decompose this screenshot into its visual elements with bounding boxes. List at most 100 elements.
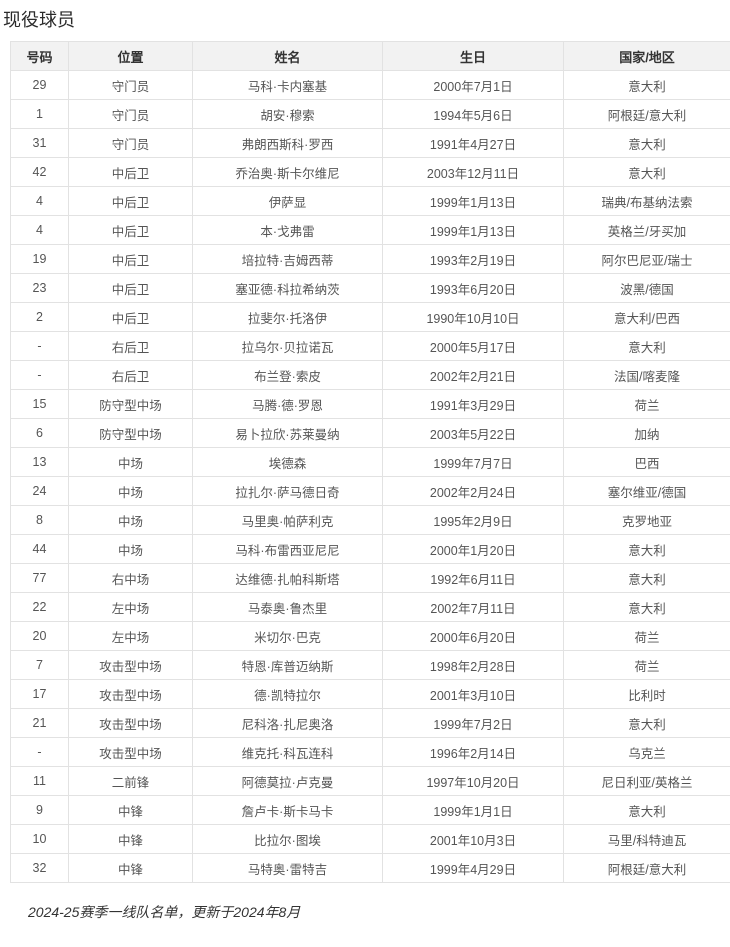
table-cell: 77 — [10, 563, 69, 593]
table-cell: 拉斐尔·托洛伊 — [192, 302, 383, 332]
table-cell: 2003年5月22日 — [382, 418, 564, 448]
table-cell: 1996年2月14日 — [382, 737, 564, 767]
table-cell: 2000年6月20日 — [382, 621, 564, 651]
table-cell: 拉扎尔·萨马德日奇 — [192, 476, 383, 506]
table-cell: 15 — [10, 389, 69, 419]
table-cell: 阿尔巴尼亚/瑞士 — [563, 244, 730, 274]
table-row: 31 守门员 弗朗西斯科·罗西 1991年4月27日 意大利 — [10, 128, 730, 158]
table-row: 20 左中场 米切尔·巴克 2000年6月20日 荷兰 — [10, 621, 730, 651]
table-cell: 意大利 — [563, 331, 730, 361]
table-cell: 塞亚德·科拉希纳茨 — [192, 273, 383, 303]
table-cell: 1993年6月20日 — [382, 273, 564, 303]
table-cell: 22 — [10, 592, 69, 622]
table-cell: 德·凯特拉尔 — [192, 679, 383, 709]
table-row: 10 中锋 比拉尔·图埃 2001年10月3日 马里/科特迪瓦 — [10, 824, 730, 854]
table-cell: 2002年2月21日 — [382, 360, 564, 390]
table-cell: 13 — [10, 447, 69, 477]
table-cell: 波黑/德国 — [563, 273, 730, 303]
table-cell: 尼日利亚/英格兰 — [563, 766, 730, 796]
table-cell: 比拉尔·图埃 — [192, 824, 383, 854]
table-row: - 右后卫 拉乌尔·贝拉诺瓦 2000年5月17日 意大利 — [10, 331, 730, 361]
table-row: 22 左中场 马泰奥·鲁杰里 2002年7月11日 意大利 — [10, 592, 730, 622]
table-cell: 克罗地亚 — [563, 505, 730, 535]
table-cell: 1999年1月13日 — [382, 215, 564, 245]
table-cell: 本·戈弗雷 — [192, 215, 383, 245]
table-cell: 二前锋 — [68, 766, 193, 796]
table-cell: 意大利 — [563, 708, 730, 738]
table-cell: 意大利 — [563, 70, 730, 100]
table-cell: 马里奥·帕萨利克 — [192, 505, 383, 535]
table-cell: - — [10, 737, 69, 767]
table-cell: 攻击型中场 — [68, 708, 193, 738]
table-cell: 埃德森 — [192, 447, 383, 477]
table-cell: 维克托·科瓦连科 — [192, 737, 383, 767]
table-cell: 培拉特·吉姆西蒂 — [192, 244, 383, 274]
table-cell: 中锋 — [68, 853, 193, 883]
table-cell: 守门员 — [68, 99, 193, 129]
table-row: 77 右中场 达维德·扎帕科斯塔 1992年6月11日 意大利 — [10, 563, 730, 593]
table-row: 17 攻击型中场 德·凯特拉尔 2001年3月10日 比利时 — [10, 679, 730, 709]
table-cell: 防守型中场 — [68, 418, 193, 448]
table-cell: 詹卢卡·斯卡马卡 — [192, 795, 383, 825]
table-cell: 20 — [10, 621, 69, 651]
table-cell: 2000年5月17日 — [382, 331, 564, 361]
table-cell: 阿根廷/意大利 — [563, 99, 730, 129]
players-table: 号码 位置 姓名 生日 国家/地区 29 守门员 马科·卡内塞基 2000年7月1日 意大利 1 守… — [10, 41, 730, 883]
table-row: 6 防守型中场 易卜拉欣·苏莱曼纳 2003年5月22日 加纳 — [10, 418, 730, 448]
table-cell: 4 — [10, 186, 69, 216]
table-row: 24 中场 拉扎尔·萨马德日奇 2002年2月24日 塞尔维亚/德国 — [10, 476, 730, 506]
table-row: 7 攻击型中场 特恩·库普迈纳斯 1998年2月28日 荷兰 — [10, 650, 730, 680]
table-cell: 左中场 — [68, 592, 193, 622]
table-cell: 中场 — [68, 534, 193, 564]
table-cell: 32 — [10, 853, 69, 883]
table-cell: 易卜拉欣·苏莱曼纳 — [192, 418, 383, 448]
table-cell: 阿根廷/意大利 — [563, 853, 730, 883]
table-cell: 乌克兰 — [563, 737, 730, 767]
table-cell: 守门员 — [68, 128, 193, 158]
table-row: 21 攻击型中场 尼科洛·扎尼奥洛 1999年7月2日 意大利 — [10, 708, 730, 738]
table-cell: 意大利 — [563, 795, 730, 825]
table-cell: 17 — [10, 679, 69, 709]
table-cell: 1 — [10, 99, 69, 129]
table-cell: 意大利 — [563, 592, 730, 622]
table-cell: 1991年3月29日 — [382, 389, 564, 419]
table-cell: 中后卫 — [68, 157, 193, 187]
table-row: 13 中场 埃德森 1999年7月7日 巴西 — [10, 447, 730, 477]
table-cell: 阿德莫拉·卢克曼 — [192, 766, 383, 796]
table-row: - 右后卫 布兰登·索皮 2002年2月21日 法国/喀麦隆 — [10, 360, 730, 390]
table-row: 4 中后卫 本·戈弗雷 1999年1月13日 英格兰/牙买加 — [10, 215, 730, 245]
page-title: 现役球员 — [3, 10, 75, 30]
table-cell: 42 — [10, 157, 69, 187]
column-header: 位置 — [68, 41, 193, 71]
table-cell: - — [10, 360, 69, 390]
table-cell: 攻击型中场 — [68, 650, 193, 680]
table-row: 1 守门员 胡安·穆索 1994年5月6日 阿根廷/意大利 — [10, 99, 730, 129]
table-cell: 1999年7月7日 — [382, 447, 564, 477]
table-cell: 1998年2月28日 — [382, 650, 564, 680]
table-cell: 右后卫 — [68, 331, 193, 361]
table-cell: 特恩·库普迈纳斯 — [192, 650, 383, 680]
table-cell: 意大利 — [563, 157, 730, 187]
table-body: 29 守门员 马科·卡内塞基 2000年7月1日 意大利 1 守门员 胡安·穆索 1994年5月… — [10, 70, 730, 883]
table-cell: 7 — [10, 650, 69, 680]
table-cell: 4 — [10, 215, 69, 245]
table-cell: 马科·卡内塞基 — [192, 70, 383, 100]
table-cell: 11 — [10, 766, 69, 796]
table-cell: 马泰奥·鲁杰里 — [192, 592, 383, 622]
table-row: 19 中后卫 培拉特·吉姆西蒂 1993年2月19日 阿尔巴尼亚/瑞士 — [10, 244, 730, 274]
table-cell: 1995年2月9日 — [382, 505, 564, 535]
table-cell: 1999年4月29日 — [382, 853, 564, 883]
table-cell: 法国/喀麦隆 — [563, 360, 730, 390]
table-cell: 31 — [10, 128, 69, 158]
table-cell: 荷兰 — [563, 389, 730, 419]
table-cell: 拉乌尔·贝拉诺瓦 — [192, 331, 383, 361]
table-cell: - — [10, 331, 69, 361]
table-cell: 瑞典/布基纳法索 — [563, 186, 730, 216]
table-cell: 9 — [10, 795, 69, 825]
table-cell: 马特奥·雷特吉 — [192, 853, 383, 883]
table-cell: 1991年4月27日 — [382, 128, 564, 158]
table-cell: 1990年10月10日 — [382, 302, 564, 332]
column-header: 号码 — [10, 41, 69, 71]
table-cell: 攻击型中场 — [68, 737, 193, 767]
